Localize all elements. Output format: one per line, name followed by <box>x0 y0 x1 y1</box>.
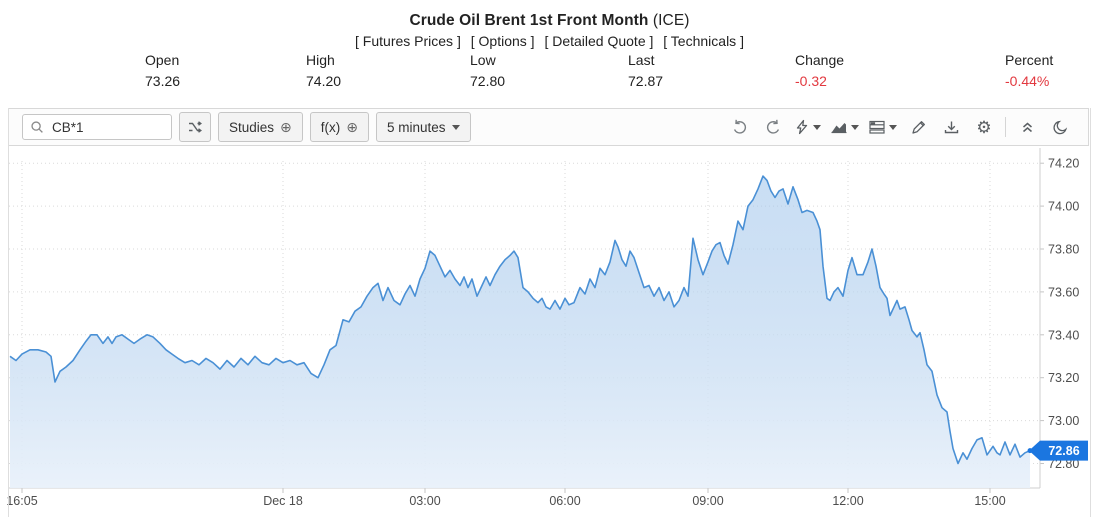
instrument-title: Crude Oil Brent 1st Front Month (ICE) <box>0 12 1099 30</box>
price-area <box>10 176 1030 488</box>
chevron-down-icon <box>889 124 897 130</box>
link-options[interactable]: [ Options ] <box>470 33 535 49</box>
last-price-badge <box>1029 440 1088 461</box>
redo-icon[interactable] <box>761 115 785 139</box>
symbol-search-input[interactable] <box>50 118 164 136</box>
undo-icon[interactable] <box>728 115 752 139</box>
price-line <box>9 175 1031 465</box>
quote-open-value: 73.26 <box>145 73 181 89</box>
instrument-exchange: (ICE) <box>648 12 690 29</box>
quote-percent: Percent -0.44% <box>1005 52 1053 89</box>
quote-last-label: Last <box>628 52 655 68</box>
y-axis-label: 73.40 <box>1048 328 1079 342</box>
chevron-down-icon <box>851 124 859 130</box>
quote-open-label: Open <box>145 52 180 68</box>
x-axis-label: 15:00 <box>974 494 1005 508</box>
studies-label: Studies <box>229 119 275 135</box>
fx-label: f(x) <box>320 119 341 135</box>
link-detailed-quote[interactable]: [ Detailed Quote ] <box>544 33 654 49</box>
symbol-search-box[interactable] <box>22 114 172 140</box>
add-fx-icon: ⊕ <box>346 119 358 135</box>
quote-low-value: 72.80 <box>470 73 506 89</box>
download-icon[interactable] <box>939 115 963 139</box>
chart-type-dropdown[interactable] <box>830 115 859 139</box>
link-futures-prices[interactable]: [ Futures Prices ] <box>355 33 461 49</box>
x-axis-label: Dec 18 <box>263 494 303 508</box>
chart-toolbar: Studies ⊕ f(x) ⊕ 5 minutes <box>8 108 1089 146</box>
quote-last-value: 72.87 <box>628 73 664 89</box>
compare-button[interactable] <box>179 112 211 142</box>
x-axis-label: 03:00 <box>409 494 440 508</box>
compare-icon <box>187 119 203 135</box>
widget-left-border <box>8 108 9 517</box>
quote-low: Low 72.80 <box>470 52 505 89</box>
search-icon <box>29 119 45 135</box>
events-icon <box>794 119 810 135</box>
x-axis-label: 09:00 <box>692 494 723 508</box>
interval-dropdown[interactable]: 5 minutes <box>376 112 471 142</box>
layout-icon <box>868 119 886 135</box>
quote-high-value: 74.20 <box>306 73 342 89</box>
y-axis-label: 73.80 <box>1048 243 1079 257</box>
add-study-icon: ⊕ <box>280 119 292 135</box>
quote-low-label: Low <box>470 52 496 68</box>
fx-button[interactable]: f(x) ⊕ <box>309 112 369 142</box>
chevron-down-icon <box>451 124 460 130</box>
interval-label: 5 minutes <box>387 119 446 135</box>
quote-last: Last 72.87 <box>628 52 663 89</box>
last-price-badge-text: 72.86 <box>1048 444 1079 458</box>
y-axis-label: 73.20 <box>1048 371 1079 385</box>
x-axis-label: 12:00 <box>832 494 863 508</box>
studies-button[interactable]: Studies ⊕ <box>218 112 303 142</box>
y-axis-label: 73.00 <box>1048 414 1079 428</box>
quote-change-value: -0.32 <box>795 73 827 89</box>
x-axis-label: 16:05 <box>6 494 37 508</box>
layout-dropdown[interactable] <box>868 115 897 139</box>
chevron-down-icon <box>813 124 821 130</box>
instrument-name: Crude Oil Brent 1st Front Month <box>409 12 649 29</box>
events-dropdown[interactable] <box>794 115 821 139</box>
quote-high-label: High <box>306 52 335 68</box>
toolbar-right-group: ⚙ <box>728 115 1088 139</box>
draw-icon[interactable] <box>906 115 930 139</box>
quote-open: Open 73.26 <box>145 52 180 89</box>
quote-links: [ Futures Prices ] [ Options ] [ Detaile… <box>0 33 1099 49</box>
quote-change-label: Change <box>795 52 845 68</box>
y-axis-label: 74.00 <box>1048 200 1079 214</box>
settings-icon[interactable]: ⚙ <box>976 117 992 137</box>
widget-right-border <box>1090 108 1091 517</box>
y-axis-label: 74.20 <box>1048 157 1079 171</box>
chart-type-icon <box>830 119 848 135</box>
collapse-icon[interactable] <box>1015 115 1039 139</box>
quote-high: High 74.20 <box>306 52 341 89</box>
quote-percent-label: Percent <box>1005 52 1054 68</box>
toolbar-divider <box>1005 117 1006 137</box>
x-axis-label: 06:00 <box>549 494 580 508</box>
price-chart-canvas[interactable]: 74.2074.0073.8073.6073.4073.2073.0072.80… <box>0 147 1099 517</box>
quote-change: Change -0.32 <box>795 52 844 89</box>
toolbar-left-group: Studies ⊕ f(x) ⊕ 5 minutes <box>9 112 471 142</box>
quote-percent-value: -0.44% <box>1005 73 1050 89</box>
dark-mode-icon[interactable] <box>1048 115 1072 139</box>
link-technicals[interactable]: [ Technicals ] <box>663 33 744 49</box>
y-axis-label: 73.60 <box>1048 285 1079 299</box>
